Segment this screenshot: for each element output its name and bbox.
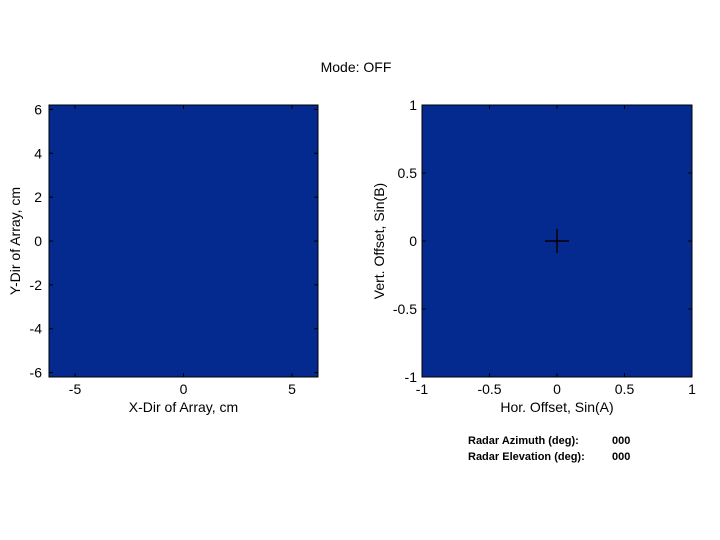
elevation-value: 000 [612,451,631,463]
array-xtick-label: 0 [180,381,188,397]
array-ytick-label: -6 [30,365,43,381]
azimuth-value: 000 [612,435,631,447]
offset-ytick-label: -1 [405,369,418,385]
array-xtick-label: 5 [288,381,296,397]
offset-xtick-label: 0.5 [615,381,635,397]
offset-xtick-label: 0 [553,381,561,397]
elevation-label: Radar Elevation (deg): [468,451,585,463]
array-x-axis-label: X-Dir of Array, cm [129,399,238,415]
array-ytick-label: 4 [34,145,42,161]
azimuth-label: Radar Azimuth (deg): [468,435,579,447]
offset-xtick-label: 1 [688,381,696,397]
array-xtick-label: -5 [69,381,82,397]
array-ytick-label: 2 [34,189,42,205]
offset-ytick-label: 0.5 [398,165,418,181]
array-plot-area [48,104,319,378]
array-ytick-label: -2 [30,277,43,293]
offset-xtick-label: -1 [416,381,429,397]
offset-x-axis-label: Hor. Offset, Sin(A) [500,399,613,415]
offset-ytick-label: -0.5 [393,301,417,317]
array-ytick-label: 0 [34,233,42,249]
offset-ytick-label: 0 [409,233,417,249]
offset-y-axis-label: Vert. Offset, Sin(B) [371,183,387,299]
array-y-axis-label: Y-Dir of Array, cm [7,187,23,295]
offset-ytick-label: 1 [409,97,417,113]
array-ytick-label: 6 [34,101,42,117]
array-ytick-label: -4 [30,321,43,337]
offset-xtick-label: -0.5 [477,381,501,397]
mode-title: Mode: OFF [320,59,392,75]
